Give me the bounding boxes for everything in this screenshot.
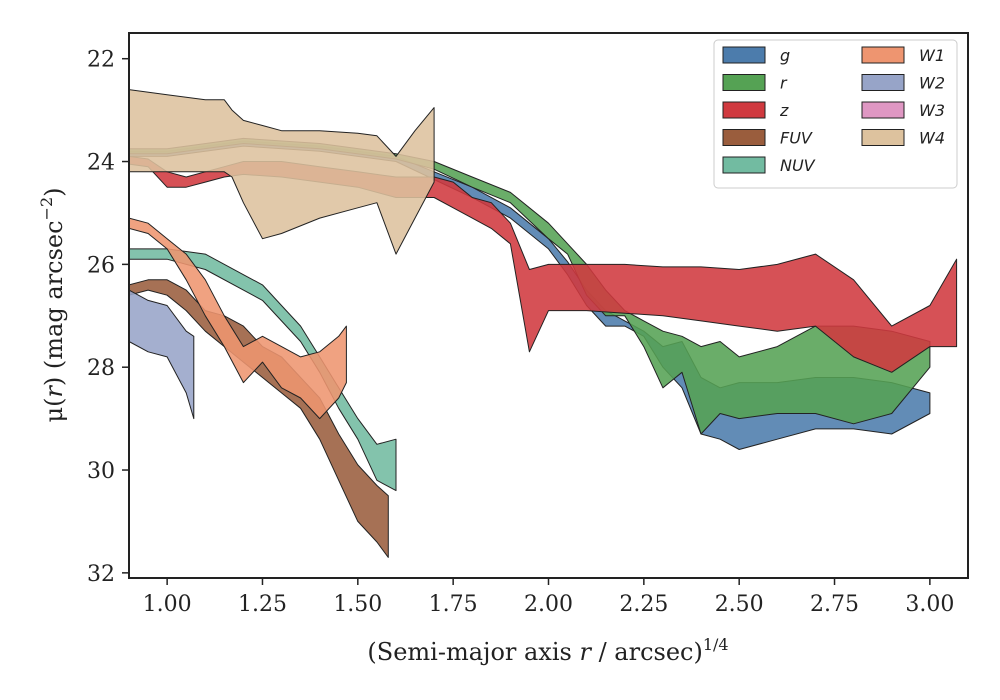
band-w2 [129,289,195,420]
legend: grz FUV NUV W1 W2 W3 W4 [713,39,958,189]
legend-swatch-w3 [861,101,905,119]
band-nuv [129,248,397,492]
legend-swatch-g [722,46,766,64]
y-tick-label: 24 [87,151,115,176]
y-tick-label: 30 [87,459,115,484]
x-tick-label: 3.00 [905,592,954,617]
legend-label-w4: W4 [919,129,945,148]
y-tick-label: 28 [87,356,115,381]
y-tick-label: 32 [87,562,115,587]
x-tick-label: 1.00 [143,592,192,617]
legend-label-w3: W3 [919,101,945,120]
y-axis-label: μ(r) (mag arcsec−2) [37,187,68,422]
legend-label-g: g [780,46,790,65]
legend-swatch-z [722,101,766,119]
x-axis-label: (Semi-major axis r / arcsec)1/4 [367,635,728,666]
x-tick-label: 1.25 [238,592,287,617]
legend-swatch-fuv [722,129,766,146]
band-r [129,137,931,435]
band-w1 [129,217,347,420]
legend-label-r: r [780,74,788,93]
legend-swatch-w4 [861,129,905,146]
y-axis: 22 24 26 28 30 32 [87,48,129,587]
x-tick-label: 2.50 [715,592,764,617]
legend-swatch-w2 [861,74,905,91]
legend-label-nuv: NUV [780,156,816,175]
x-tick-label: 2.00 [524,592,573,617]
x-tick-label: 2.25 [619,592,668,617]
legend-label-w2: W2 [919,74,945,93]
legend-label-z: z [779,101,789,120]
y-tick-label: 26 [87,253,115,278]
y-tick-label: 22 [87,48,115,73]
legend-swatch-nuv [722,156,766,174]
legend-label-w1: W1 [919,46,945,65]
profile-bands [129,89,958,558]
x-tick-label: 1.75 [429,592,478,617]
x-axis: 1.00 1.25 1.50 1.75 2.00 2.25 2.50 2.75 3.00 [143,578,954,617]
legend-swatch-r [722,74,766,91]
x-tick-label: 1.50 [333,592,382,617]
legend-swatch-w1 [861,46,905,64]
band-w4 [129,89,435,255]
x-tick-label: 2.75 [810,592,859,617]
legend-label-fuv: FUV [780,129,813,148]
